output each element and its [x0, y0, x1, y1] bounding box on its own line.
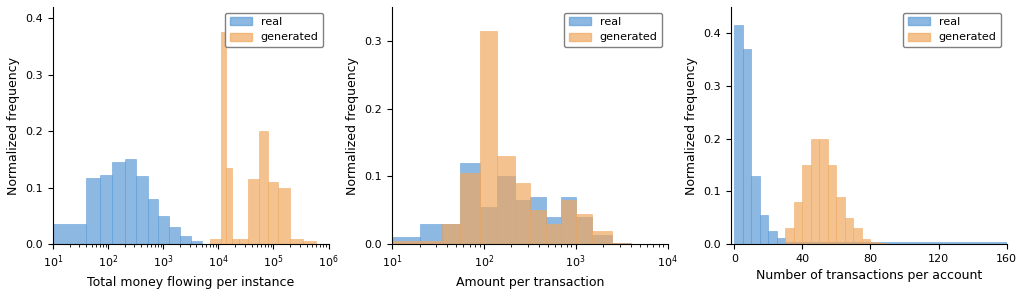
Bar [870, 242, 879, 244]
Bar [392, 237, 420, 244]
Bar [86, 178, 99, 244]
Bar [180, 236, 191, 244]
Bar [742, 49, 752, 244]
Bar [420, 241, 442, 244]
Bar [794, 202, 803, 244]
Bar [811, 139, 819, 244]
Bar [530, 210, 547, 244]
Bar [498, 156, 515, 244]
Bar [768, 231, 777, 244]
Bar [837, 197, 845, 244]
Bar [853, 228, 862, 244]
Y-axis label: Normalized frequency: Normalized frequency [346, 57, 359, 194]
Legend: real, generated: real, generated [564, 12, 662, 47]
Bar [210, 239, 220, 244]
Bar [734, 25, 742, 244]
Legend: real, generated: real, generated [903, 12, 1001, 47]
Bar [819, 139, 828, 244]
Bar [191, 241, 202, 244]
Y-axis label: Normalized frequency: Normalized frequency [685, 57, 698, 194]
Bar [575, 214, 592, 244]
Bar [136, 176, 147, 244]
Bar [392, 241, 420, 244]
X-axis label: Amount per transaction: Amount per transaction [456, 276, 604, 289]
Bar [592, 235, 612, 244]
Bar [159, 216, 170, 244]
Bar [232, 239, 240, 244]
Bar [420, 224, 442, 244]
Bar [612, 243, 631, 244]
Bar [879, 243, 888, 244]
Bar [460, 163, 479, 244]
Bar [845, 218, 853, 244]
Bar [515, 200, 530, 244]
Bar [498, 176, 515, 244]
Bar [249, 179, 259, 244]
Bar [547, 217, 561, 244]
X-axis label: Total money flowing per instance: Total money flowing per instance [87, 276, 295, 289]
Bar [612, 243, 631, 244]
Bar [99, 175, 113, 244]
Bar [460, 173, 479, 244]
Bar [752, 176, 760, 244]
Bar [547, 224, 561, 244]
Bar [785, 242, 1007, 244]
Bar [53, 224, 86, 244]
Bar [226, 168, 232, 244]
Bar [170, 227, 180, 244]
Bar [561, 197, 575, 244]
Bar [278, 188, 290, 244]
Y-axis label: Normalized frequency: Normalized frequency [7, 57, 19, 194]
Bar [290, 239, 303, 244]
Bar [530, 197, 547, 244]
Bar [803, 165, 811, 244]
Bar [259, 131, 268, 244]
Bar [479, 31, 498, 244]
Bar [220, 32, 226, 244]
X-axis label: Number of transactions per account: Number of transactions per account [756, 269, 982, 282]
Bar [147, 199, 159, 244]
Bar [785, 228, 794, 244]
Bar [303, 241, 316, 244]
Bar [760, 215, 768, 244]
Bar [479, 207, 498, 244]
Bar [240, 239, 249, 244]
Bar [125, 160, 136, 244]
Bar [442, 224, 460, 244]
Bar [561, 200, 575, 244]
Bar [515, 183, 530, 244]
Bar [442, 224, 460, 244]
Bar [828, 165, 837, 244]
Legend: real, generated: real, generated [225, 12, 323, 47]
Bar [862, 239, 870, 244]
Bar [575, 217, 592, 244]
Bar [592, 231, 612, 244]
Bar [113, 162, 125, 244]
Bar [777, 238, 785, 244]
Bar [268, 182, 278, 244]
